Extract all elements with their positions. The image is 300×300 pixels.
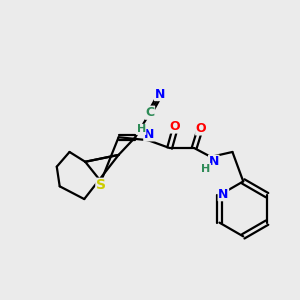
Text: N: N [218,188,229,201]
Text: N: N [154,88,165,100]
Text: O: O [169,120,180,133]
Text: N: N [144,128,154,141]
Text: H: H [201,164,211,174]
Text: N: N [208,155,219,168]
Text: O: O [196,122,206,135]
Text: S: S [96,178,106,192]
Text: H: H [136,124,146,134]
Text: C: C [146,106,154,119]
